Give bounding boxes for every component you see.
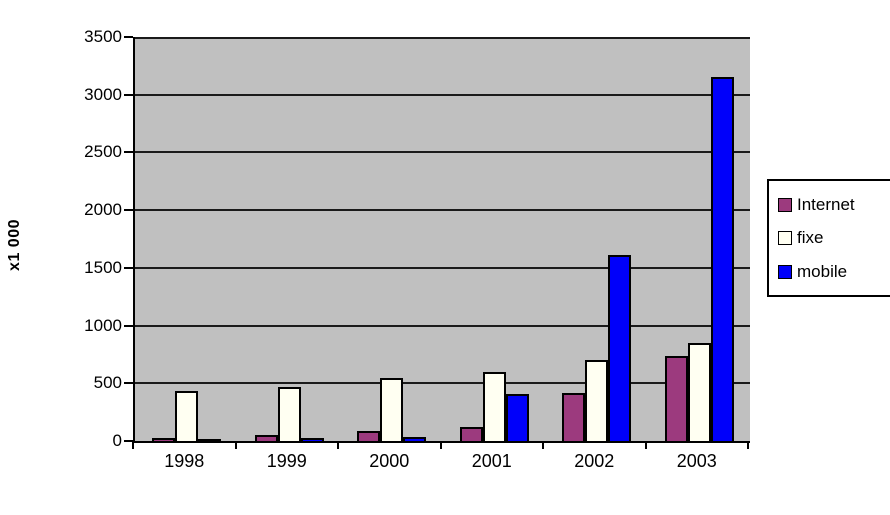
gridline-3500 [135,37,750,39]
y-axis-title-text: x1 000 [6,219,23,271]
bar-internet-1999 [254,435,278,441]
bar-group-2001 [459,37,529,441]
y-axis-tick-2500 [124,151,133,154]
bar-group-2003 [664,37,734,441]
x-tick-label-2003: 2003 [676,451,717,471]
y-axis-tick-3000 [124,93,133,96]
legend-swatch-mobile [778,264,792,279]
x-axis-tick-6 [747,441,749,449]
legend-swatch-internet [778,197,792,212]
x-axis-tick-0 [132,441,134,449]
bar-mobile-1998 [198,439,221,441]
x-tick-label-2002: 2002 [574,451,615,471]
x-axis-tick-5 [644,441,647,449]
bar-fixe-1999 [277,386,301,441]
x-axis-tick-4 [542,441,544,449]
legend-label-mobile: mobile [797,261,848,281]
plot-area [133,37,750,443]
y-tick-label-1500: 1500 [84,257,122,277]
gridline-3000 [135,93,750,96]
legend-item-fixe: fixe [778,228,890,248]
x-tick-label-1999: 1999 [266,451,307,471]
legend: Internet fixe mobile [767,179,890,297]
x-axis-tick-2 [337,441,339,449]
bar-fixe-2001 [482,371,506,441]
gridline-1000 [135,324,750,327]
gridline-1500 [135,266,750,269]
bar-group-1999 [254,37,324,441]
x-tick-label-2000: 2000 [369,451,410,471]
bar-internet-2002 [562,392,585,441]
bar-internet-1998 [152,437,175,441]
y-tick-label-3500: 3500 [84,27,122,46]
y-tick-label-2500: 2500 [84,142,122,162]
bar-group-2002 [562,37,631,441]
y-tick-label-1000: 1000 [84,315,122,335]
bar-group-1998 [152,37,221,441]
bar-fixe-2000 [380,377,403,441]
bar-fixe-1998 [175,391,198,441]
bar-internet-2001 [459,427,483,441]
x-axis-tick-3 [439,441,442,449]
legend-item-internet: Internet [778,195,890,215]
y-axis-tick-0 [124,440,133,442]
bar-internet-2003 [664,355,688,441]
y-axis-tick-1500 [124,266,133,269]
y-tick-label-500: 500 [93,373,122,393]
bar-mobile-2001 [505,393,529,441]
y-axis-tick-500 [124,382,133,385]
y-axis-tick-1000 [124,324,133,327]
bar-fixe-2003 [687,342,711,441]
x-tick-label-2001: 2001 [471,451,512,471]
legend-swatch-fixe [778,231,792,245]
legend-label-internet: Internet [797,194,855,214]
y-tick-label-2000: 2000 [84,200,122,220]
legend-item-mobile: mobile [778,262,890,282]
gridline-2000 [135,209,750,212]
bar-fixe-2002 [585,360,608,441]
bar-mobile-2000 [403,436,426,441]
y-tick-label-3000: 3000 [84,84,122,104]
bar-mobile-2002 [608,255,631,441]
x-tick-label-1998: 1998 [164,451,205,471]
y-axis-tick-3500 [124,36,133,38]
bar-group-2000 [357,37,426,441]
bar-mobile-2003 [710,77,734,441]
x-axis-tick-1 [234,441,237,449]
y-axis-tick-2000 [124,209,133,212]
gridline-500 [135,382,750,385]
gridline-2500 [135,151,750,154]
y-axis-title: x1 000 [6,180,24,310]
bar-mobile-1999 [300,437,324,441]
y-tick-label-0: 0 [112,431,122,450]
legend-label-fixe: fixe [797,228,824,247]
bar-internet-2000 [357,431,380,441]
